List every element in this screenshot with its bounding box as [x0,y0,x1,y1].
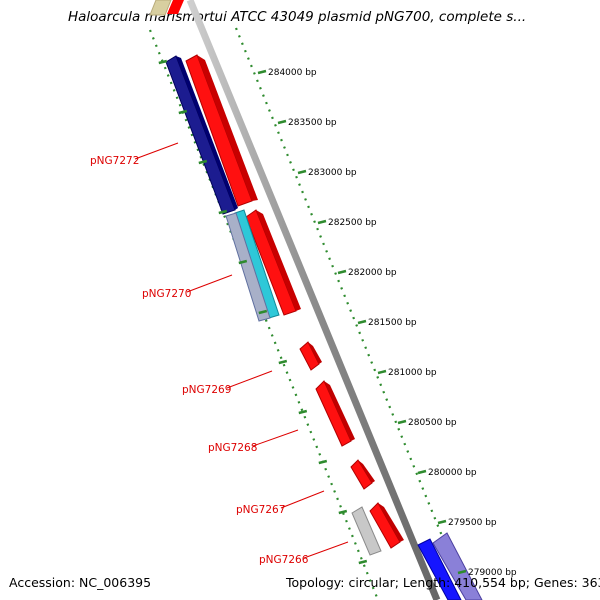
gene-label-leader [303,541,349,559]
guide-tick [198,159,208,165]
gene-labels: pNG7272 pNG7270 pNG7269 pNG7268 pNG7267 pNG72… [90,142,349,566]
ruler-tick-label: 284000 bp [268,68,317,78]
lavender-feature[interactable] [432,532,483,600]
ruler-tick [397,419,407,425]
gene-pNG7272-forward[interactable] [185,54,258,207]
guide-tick [338,509,348,515]
ruler-tick-label: 279500 bp [448,518,497,528]
ruler-tick [457,569,467,575]
gene-label-pNG7270[interactable]: pNG7270 [142,288,191,300]
gene-label-pNG7267[interactable]: pNG7267 [236,504,285,516]
guide-tick [298,409,308,415]
gene-label-leader [226,370,273,389]
guide-tick [238,259,248,265]
gene-label-leader [134,142,179,160]
guide-tick [258,309,268,315]
ruler-tick-label: 281000 bp [388,368,437,378]
guide-tick [218,209,228,215]
ruler-tick-label: 282500 bp [328,218,377,228]
ruler-tick-label: 279000 bp [468,568,517,578]
ruler-tick [257,69,267,75]
gene-label-pNG7268[interactable]: pNG7268 [208,442,257,454]
ruler-tick-label: 281500 bp [368,318,417,328]
gene-pNG7268-forward[interactable] [315,380,355,447]
plasmid-backbone [186,0,441,600]
guide-tick [318,459,328,465]
ruler-tick [417,469,427,475]
blue-feature[interactable] [417,538,462,600]
ruler-tick-label: 280500 bp [408,418,457,428]
gene-label-pNG7269[interactable]: pNG7269 [182,384,231,396]
topology-text: Topology: circular; Length: 410,554 bp; … [286,575,600,590]
gene-label-pNG7266[interactable]: pNG7266 [259,554,309,566]
ruler-tick [437,519,447,525]
guide-tick [278,359,288,365]
map-title: Haloarcula marismortui ATCC 43049 plasmi… [68,9,527,25]
guide-tick [358,559,368,565]
ruler-tick [337,269,347,275]
tan-feature[interactable] [149,0,172,16]
ruler-tick-label: 283000 bp [308,168,357,178]
grey-feature[interactable] [351,506,382,556]
gene-pNG7266-forward[interactable] [369,502,404,549]
guide-tick [158,59,168,65]
grey-blue-feature[interactable] [225,212,271,322]
accession-text: Accession: NC_006395 [9,575,152,590]
gene-label-leader [186,274,233,293]
ruler-tick-label: 282000 bp [348,268,397,278]
gene-pNG7267-forward[interactable] [350,459,375,490]
ruler-tick-label: 283500 bp [288,118,337,128]
gene-pNG7270-forward[interactable] [245,209,301,316]
gene-pNG7272-reverse[interactable] [165,55,238,215]
ruler-tick [377,369,387,375]
guide-tick [178,109,188,115]
ruler-tick [357,319,367,325]
ruler-tick [297,169,307,175]
ruler-tick [277,119,287,125]
top-red-feature[interactable] [167,0,184,14]
left-guide-ticks [158,59,368,565]
gene-label-leader [280,490,325,509]
coordinate-ruler: 284000 bp 283500 bp 283000 bp 282500 bp 2820… [257,68,517,578]
gene-label-leader [252,429,299,447]
gene-label-pNG7272[interactable]: pNG7272 [90,155,139,167]
ruler-tick-label: 280000 bp [428,468,477,478]
ruler-tick [317,219,327,225]
gene-pNG7269-forward[interactable] [299,341,322,371]
